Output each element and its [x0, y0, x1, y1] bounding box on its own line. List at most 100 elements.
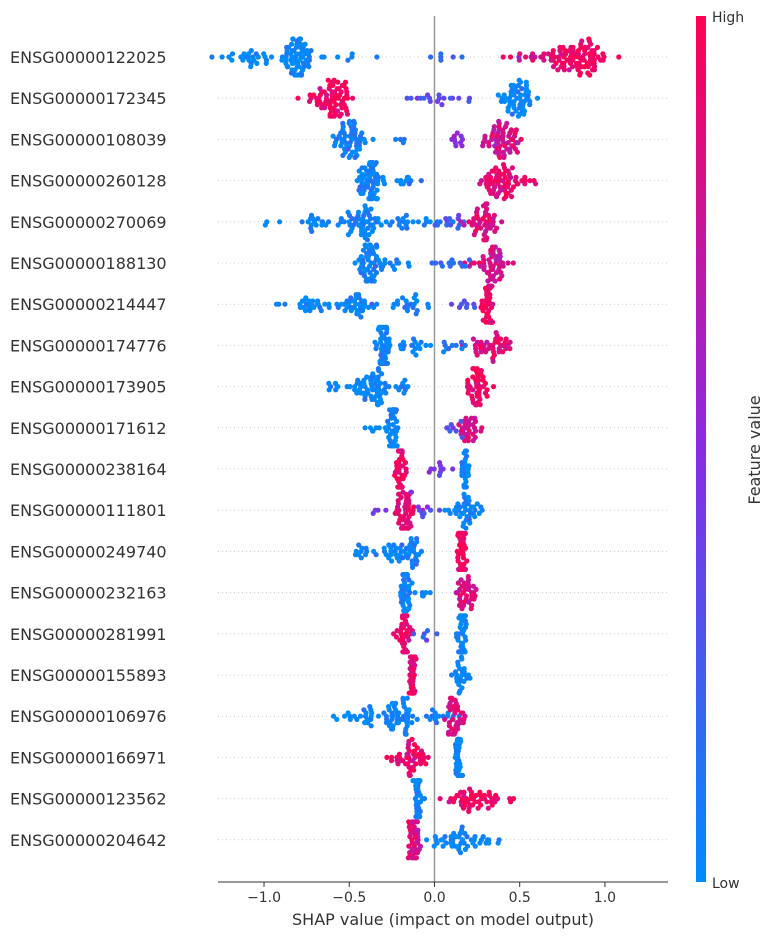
shap-point — [369, 396, 375, 402]
shap-point — [501, 154, 507, 160]
feature-label: ENSG00000260128 — [10, 172, 167, 191]
shap-point — [411, 654, 417, 660]
shap-point — [365, 209, 371, 215]
feature-label: ENSG00000249740 — [10, 542, 167, 561]
shap-point — [390, 726, 396, 732]
shap-point — [362, 203, 368, 209]
shap-point — [407, 624, 413, 631]
shap-point — [396, 710, 402, 716]
shap-point — [494, 796, 501, 802]
shap-point — [509, 111, 515, 117]
shap-point — [594, 44, 601, 51]
shap-point — [462, 342, 468, 348]
shap-point — [373, 160, 379, 166]
shap-point — [386, 542, 392, 548]
shap-point — [450, 716, 456, 723]
shap-point — [415, 219, 421, 225]
shap-point — [569, 64, 576, 70]
shap-point — [400, 695, 406, 701]
shap-point — [399, 295, 406, 301]
shap-point — [456, 690, 462, 696]
shap-point — [538, 54, 544, 60]
beeswarm-points — [209, 36, 622, 861]
shap-point — [465, 494, 471, 500]
shap-point — [507, 54, 514, 60]
shap-point — [406, 637, 412, 643]
shap-point — [448, 422, 454, 428]
shap-point — [534, 95, 541, 101]
shap-point — [411, 504, 417, 510]
shap-point — [367, 160, 373, 166]
shap-point — [461, 666, 467, 672]
shap-point — [340, 152, 346, 158]
shap-point — [390, 304, 396, 310]
colorbar — [696, 16, 706, 882]
shap-point — [458, 339, 465, 345]
feature-label: ENSG00000270069 — [10, 213, 167, 232]
shap-point — [405, 555, 411, 561]
shap-point — [341, 219, 347, 225]
shap-point — [378, 222, 384, 228]
shap-point — [477, 402, 483, 408]
shap-point — [466, 463, 472, 469]
shap-point — [509, 194, 515, 200]
shap-point — [481, 266, 487, 272]
shap-point — [448, 301, 455, 307]
feature-label: ENSG00000172345 — [10, 89, 167, 108]
colorbar-high-label: High — [712, 10, 744, 26]
shap-point — [505, 140, 511, 146]
shap-point — [403, 761, 409, 767]
shap-point — [289, 60, 295, 66]
shap-point — [515, 181, 521, 187]
shap-point — [451, 731, 457, 737]
shap-point — [399, 640, 405, 647]
shap-point — [465, 574, 471, 580]
shap-point — [424, 637, 430, 643]
shap-point — [383, 360, 389, 366]
shap-point — [456, 649, 462, 655]
shap-point — [437, 796, 443, 802]
shap-point — [442, 716, 448, 723]
shap-point — [342, 308, 348, 314]
shap-point — [405, 525, 411, 531]
shap-point — [525, 89, 532, 95]
shap-point — [410, 304, 416, 310]
shap-point — [383, 219, 389, 225]
shap-point — [474, 206, 480, 212]
shap-point — [442, 507, 448, 513]
shap-point — [570, 44, 576, 51]
shap-point — [439, 263, 445, 269]
shap-point — [496, 168, 502, 174]
shap-point — [424, 628, 431, 634]
shap-point — [376, 425, 382, 431]
shap-point — [373, 346, 379, 352]
shap-point — [325, 77, 331, 83]
shap-point — [362, 396, 368, 402]
feature-label: ENSG00000171612 — [10, 419, 167, 438]
shap-point — [361, 707, 367, 713]
shap-point — [383, 324, 389, 330]
colorbar-title: Feature value — [745, 395, 764, 504]
shap-point — [329, 113, 335, 119]
shap-point — [371, 304, 377, 310]
shap-point — [401, 390, 407, 396]
shap-point — [306, 64, 312, 70]
shap-point — [470, 583, 476, 589]
feature-label: ENSG00000111801 — [10, 501, 167, 520]
shap-point — [439, 102, 445, 108]
shap-point — [434, 720, 440, 726]
shap-point — [370, 371, 376, 377]
shap-point — [444, 222, 450, 228]
shap-point — [484, 201, 490, 207]
shap-point — [508, 127, 514, 133]
shap-point — [396, 491, 402, 497]
shap-point — [478, 339, 484, 345]
shap-point — [379, 266, 385, 272]
shap-point — [375, 507, 381, 513]
shap-point — [401, 572, 407, 578]
shap-point — [395, 216, 401, 222]
shap-point — [466, 808, 472, 815]
shap-point — [509, 165, 515, 171]
shap-point — [441, 95, 447, 101]
shap-point — [449, 342, 455, 348]
